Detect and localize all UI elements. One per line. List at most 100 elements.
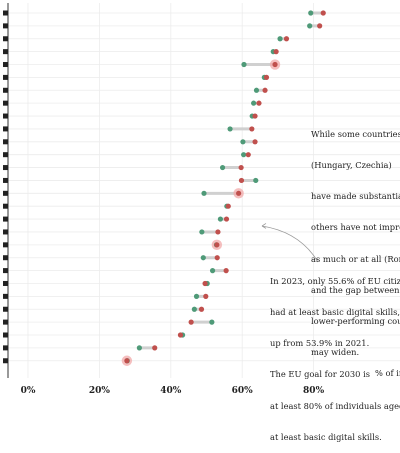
point-2021 xyxy=(191,306,197,312)
point-2021 xyxy=(199,229,205,235)
annotation-line: While some countries xyxy=(311,128,400,139)
point-2023 xyxy=(245,152,251,158)
row-label-fragment xyxy=(3,268,8,274)
point-2023 xyxy=(320,10,326,16)
dumbbell-row xyxy=(136,345,158,351)
x-axis: 0% 20% 40% 60% 80% xyxy=(21,386,325,396)
point-2021 xyxy=(219,164,226,171)
x-tick-label: 0% xyxy=(21,386,36,396)
point-2021 xyxy=(240,139,246,145)
point-2023 xyxy=(262,87,268,93)
annotation-eu-average: In 2023, only 55.6% of EU citizens had a… xyxy=(270,255,400,453)
point-2023 xyxy=(202,280,208,287)
annotation-line: at least 80% of individuals aged 16- xyxy=(270,400,400,411)
dumbbell-row xyxy=(121,355,133,366)
row-label-fragment xyxy=(3,319,8,325)
row-label-fragment xyxy=(3,293,8,299)
dumbbell-row xyxy=(199,229,221,235)
annotation-arrow-line xyxy=(261,225,319,263)
dumbbell-row xyxy=(193,293,209,299)
point-2021 xyxy=(209,319,215,325)
dumbbell-row xyxy=(307,23,323,29)
row-label-fragment xyxy=(3,280,8,286)
dumbbell-row xyxy=(308,10,326,16)
row-label-fragment xyxy=(3,165,8,171)
chart-rows xyxy=(121,10,326,366)
row-label-fragment xyxy=(3,49,8,55)
row-label-fragment xyxy=(3,139,8,145)
row-label-fragment xyxy=(3,177,8,183)
point-2023 xyxy=(152,345,158,351)
point-2021 xyxy=(136,345,142,351)
dumbbell-row xyxy=(227,126,255,132)
dumbbell-row xyxy=(241,59,281,70)
row-label-fragment xyxy=(3,113,8,119)
row-label-fragment xyxy=(3,126,8,132)
row-label-fragment xyxy=(3,203,8,209)
unit-label: % of in xyxy=(375,368,400,378)
row-label-fragment xyxy=(3,23,8,29)
point-2021 xyxy=(227,126,233,132)
x-tick-label: 60% xyxy=(232,386,254,396)
dumbbell-row xyxy=(277,36,290,42)
point-2023 xyxy=(225,203,231,209)
point-2021 xyxy=(307,23,313,29)
dumbbell-row xyxy=(241,152,251,158)
row-label-fragment xyxy=(3,216,8,222)
dumbbell-row xyxy=(251,100,262,106)
dumbbell-row xyxy=(249,113,258,119)
point-2021 xyxy=(193,293,200,299)
point-2023 xyxy=(317,23,323,29)
dumbbell-row xyxy=(270,49,279,55)
x-tick-label: 20% xyxy=(89,386,111,396)
row-label-fragment xyxy=(3,152,8,158)
point-2023 xyxy=(252,113,258,119)
annotation-line: have made substantial p xyxy=(311,191,400,202)
point-2023 xyxy=(223,216,230,222)
dumbbell-row xyxy=(202,280,210,287)
point-2021 xyxy=(253,87,260,93)
point-2021 xyxy=(241,152,247,158)
annotation-line: In 2023, only 55.6% of EU citizens xyxy=(270,275,400,286)
point-2023 xyxy=(236,190,242,196)
row-label-fragment xyxy=(3,358,8,364)
row-label-fragment xyxy=(3,36,8,42)
dumbbell-row xyxy=(240,139,258,145)
annotation-line: up from 53.9% in 2021. xyxy=(270,338,370,349)
row-label-fragment xyxy=(3,62,8,68)
row-label-fragment xyxy=(3,10,8,16)
dumbbell-row xyxy=(209,268,229,274)
point-2023 xyxy=(203,293,209,299)
dumbbell-chart: 0% 20% 40% 60% 80% xyxy=(3,3,400,396)
annotation-line: at least basic digital skills. xyxy=(270,431,382,442)
row-label-fragment xyxy=(3,332,8,338)
annotation-line: and the gap between hig xyxy=(311,284,400,295)
point-2023 xyxy=(198,306,205,312)
point-2023 xyxy=(214,255,220,261)
point-2023 xyxy=(252,139,258,145)
dumbbell-row xyxy=(253,87,268,93)
dumbbell-row xyxy=(261,74,270,80)
row-label-fragment xyxy=(3,255,8,261)
dumbbell-row xyxy=(224,203,231,209)
point-2021 xyxy=(253,177,259,184)
annotation-arrow xyxy=(261,223,319,263)
x-tick-label: 80% xyxy=(303,386,325,396)
row-label-fragment xyxy=(3,306,8,312)
row-label-fragment xyxy=(3,87,8,93)
dumbbell-row xyxy=(191,306,205,312)
point-2023 xyxy=(238,177,245,184)
point-2023 xyxy=(124,358,130,364)
annotation-line: may widen. xyxy=(311,347,360,358)
point-2023 xyxy=(214,242,220,248)
annotation-line: others have not improve xyxy=(311,222,400,233)
point-2021 xyxy=(217,216,224,222)
row-label-fragment xyxy=(3,100,8,106)
point-2023 xyxy=(177,332,184,338)
point-2021 xyxy=(209,268,216,274)
point-2023 xyxy=(223,268,229,274)
dumbbell-row xyxy=(238,177,259,184)
annotation-country-gap: While some countries (Hungary, Czechia) … xyxy=(311,108,400,368)
point-2021 xyxy=(277,36,283,42)
point-2021 xyxy=(241,61,247,68)
